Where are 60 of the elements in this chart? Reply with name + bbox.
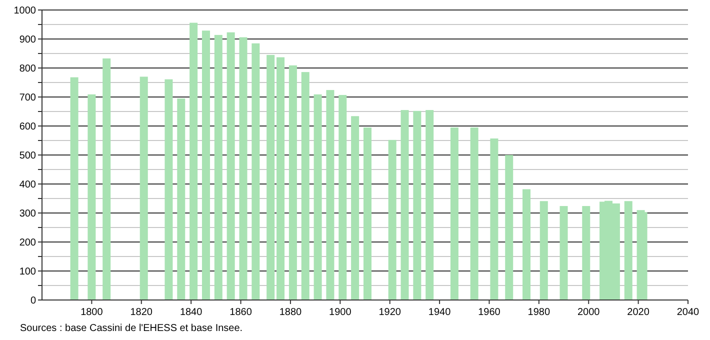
x-tick-label: 1800 xyxy=(80,307,104,318)
bar xyxy=(226,32,235,300)
x-tick-label: 2020 xyxy=(627,307,650,318)
y-tick-label: 500 xyxy=(19,150,36,162)
y-tick-label: 400 xyxy=(19,180,36,190)
bar xyxy=(624,201,632,300)
bar xyxy=(338,94,347,300)
bar xyxy=(164,79,173,300)
bar xyxy=(202,30,210,300)
bar xyxy=(363,127,372,300)
x-tick-label: 1860 xyxy=(230,307,252,318)
y-tick-label: 1000 xyxy=(14,6,36,16)
bar xyxy=(351,116,360,300)
bar xyxy=(288,65,297,300)
bar xyxy=(388,140,396,300)
bar xyxy=(450,127,458,300)
x-tick-label: 1880 xyxy=(279,307,302,318)
bar xyxy=(636,210,645,300)
x-tick-label: 1920 xyxy=(378,307,402,318)
bar xyxy=(239,37,248,300)
bar xyxy=(413,110,422,300)
bar xyxy=(88,94,96,300)
x-tick-label: 2000 xyxy=(577,307,600,318)
x-tick-label: 1940 xyxy=(428,307,452,318)
y-tick-label: 0 xyxy=(30,296,36,306)
y-tick-label: 900 xyxy=(19,34,36,46)
x-tick-label: 1960 xyxy=(478,307,501,318)
bar xyxy=(400,110,409,300)
bar xyxy=(560,206,568,300)
x-tick-label: 1820 xyxy=(130,307,153,318)
bar xyxy=(252,43,260,300)
bar xyxy=(266,54,275,300)
bar xyxy=(314,94,322,300)
bar xyxy=(505,155,514,300)
bar xyxy=(276,57,285,300)
bar xyxy=(582,206,590,300)
bar xyxy=(214,34,222,300)
y-tick-label: 800 xyxy=(19,64,36,74)
bar xyxy=(102,58,111,300)
x-tick-label: 1900 xyxy=(329,307,352,318)
y-tick-label: 700 xyxy=(19,92,36,104)
bar xyxy=(177,98,186,300)
source-note: Sources : base Cassini de l'EHESS et base Insee. xyxy=(20,323,243,334)
bar xyxy=(540,201,548,300)
bar xyxy=(426,110,434,300)
bar xyxy=(326,90,334,300)
x-tick-label: 1980 xyxy=(528,307,550,318)
bar xyxy=(301,72,310,300)
y-tick-label: 300 xyxy=(19,208,36,220)
y-tick-label: 100 xyxy=(19,266,36,278)
y-tick-label: 200 xyxy=(19,238,36,248)
bar xyxy=(190,22,198,300)
bar xyxy=(70,77,78,300)
bar xyxy=(140,76,148,300)
bar xyxy=(490,138,498,300)
y-tick-label: 600 xyxy=(19,122,36,132)
bar xyxy=(470,127,478,300)
x-tick-label: 1840 xyxy=(180,307,203,318)
bar xyxy=(522,189,530,300)
x-tick-label: 2040 xyxy=(676,307,700,318)
